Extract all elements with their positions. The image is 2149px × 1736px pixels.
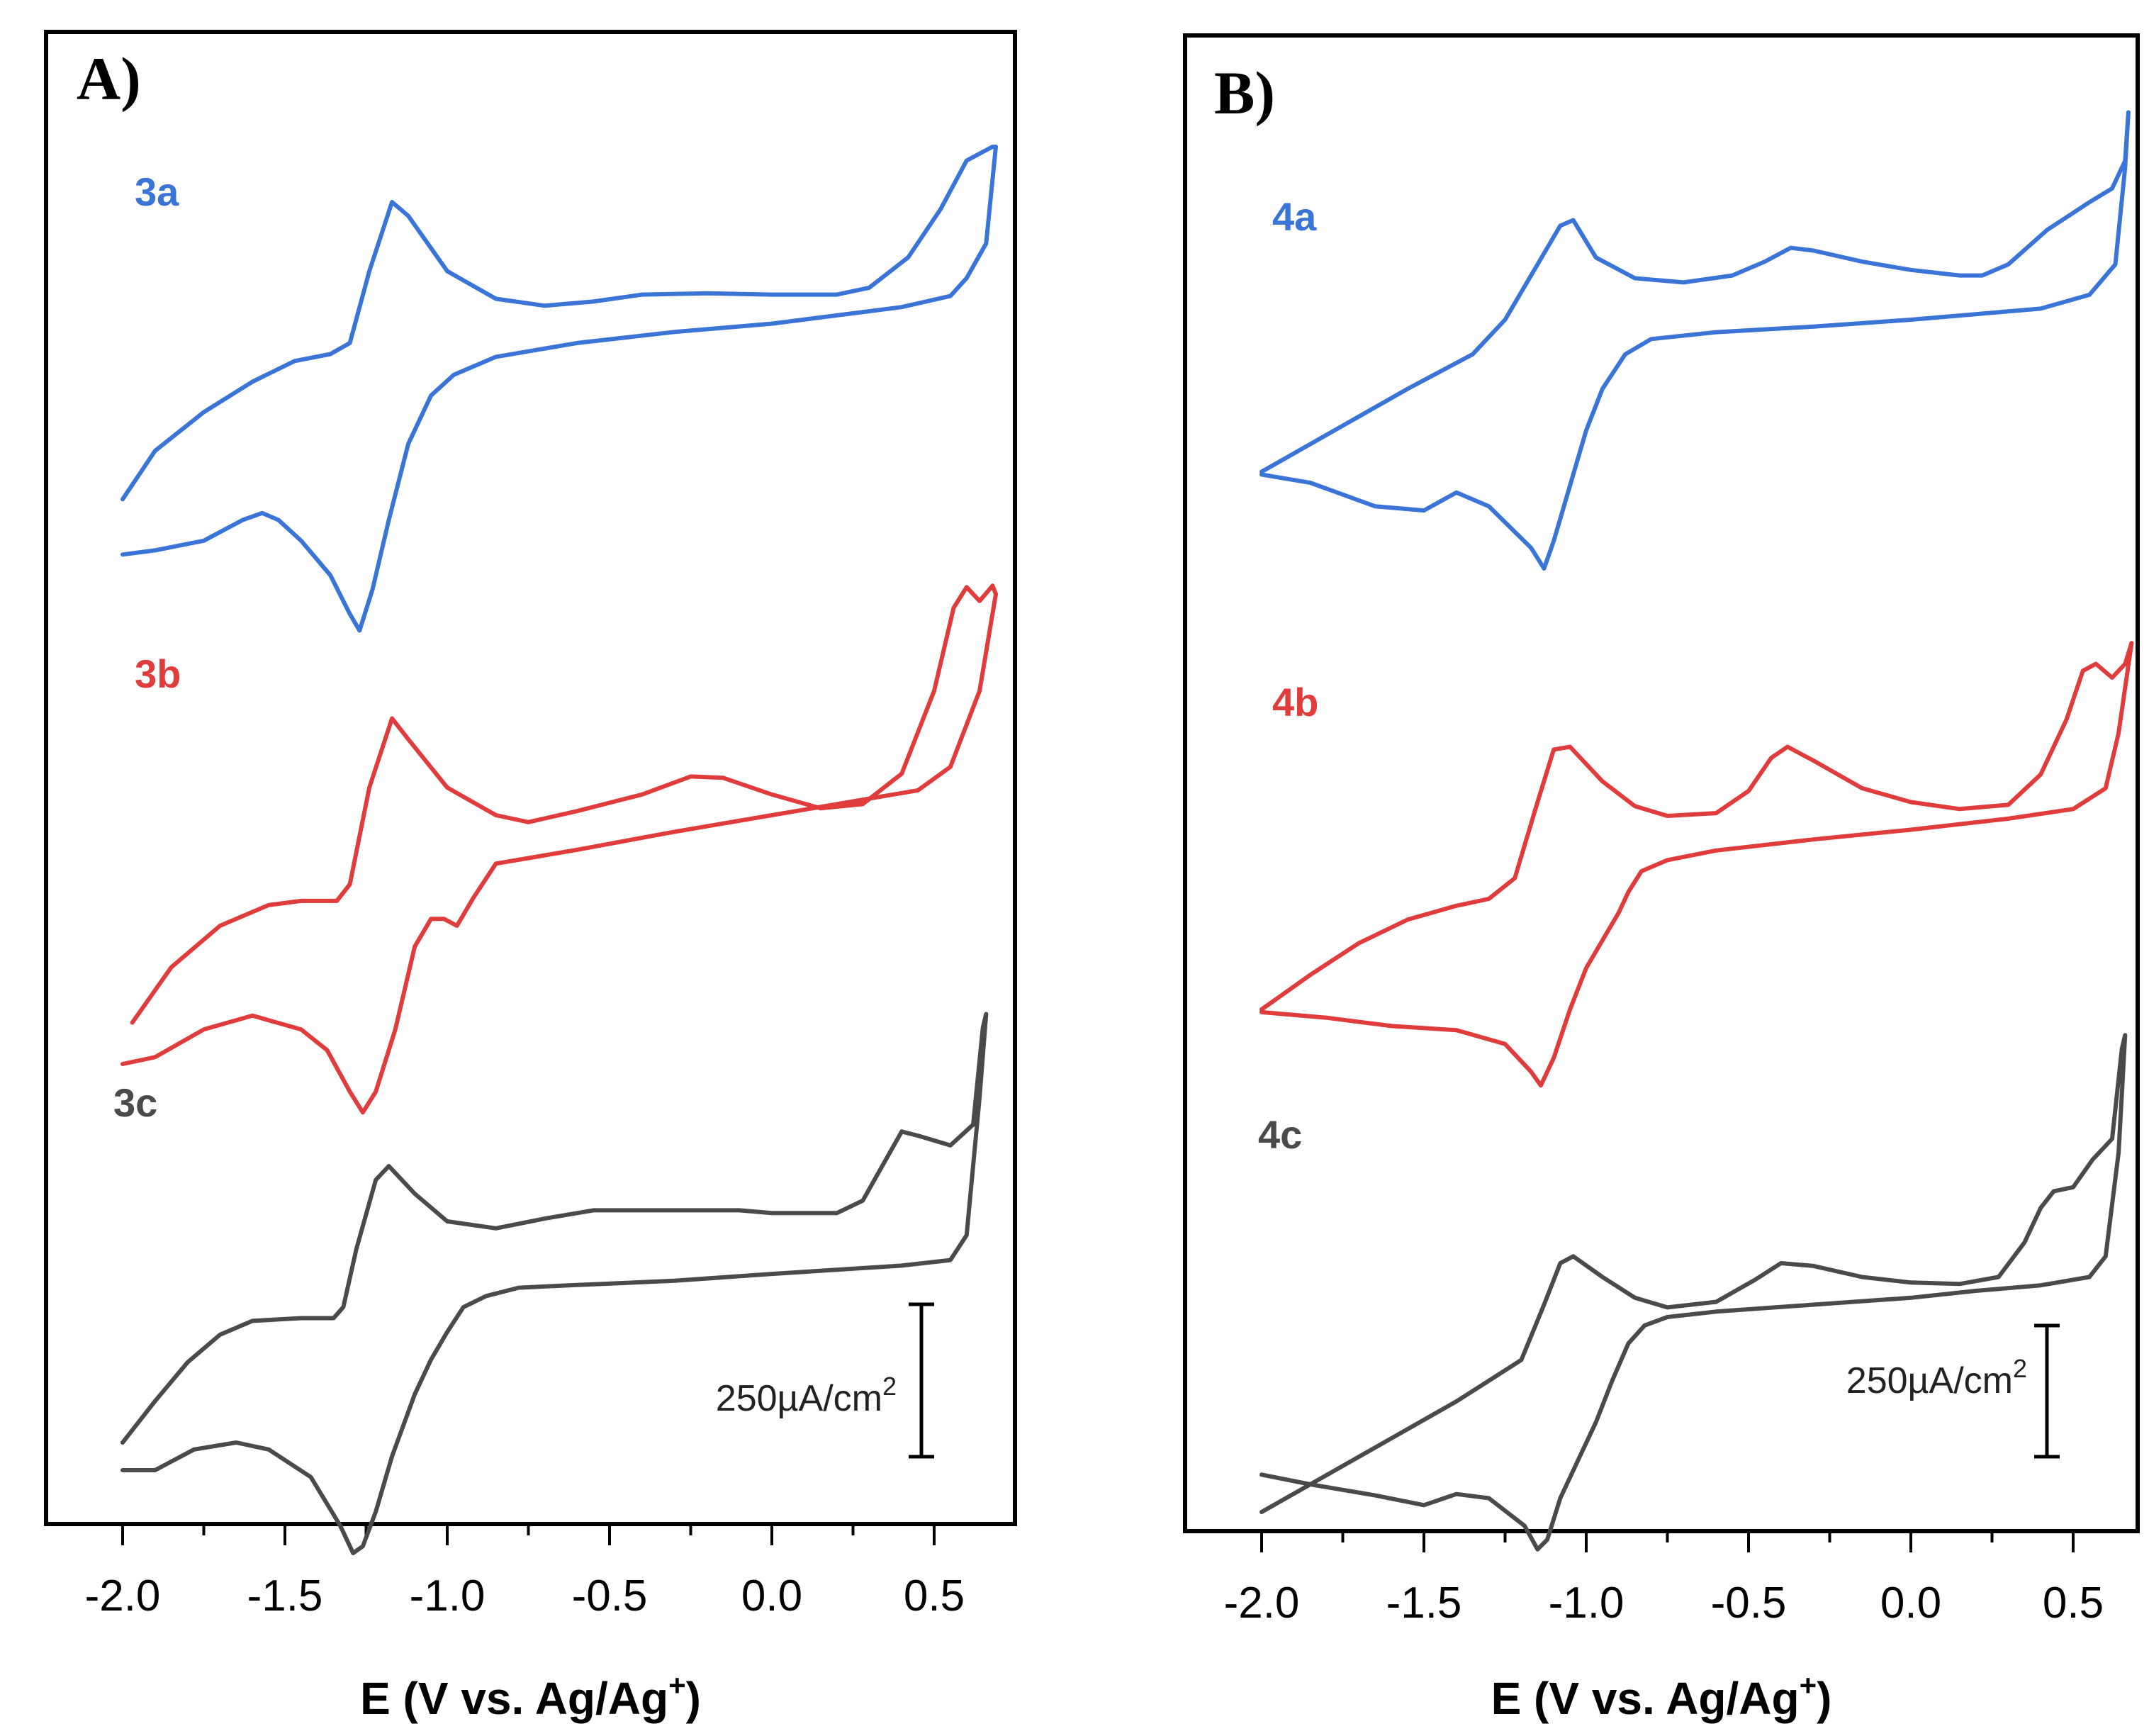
series-line-4a: [1259, 110, 2131, 571]
x-axis-title-sup: +: [668, 1669, 686, 1702]
series-label-4b: 4b: [1272, 680, 1318, 724]
series-label-4c: 4c: [1258, 1112, 1302, 1157]
panel-label: A): [77, 45, 141, 113]
x-tick-label: 0.0: [741, 1572, 802, 1620]
plot-frame: [44, 30, 1017, 1526]
x-tick-label: -0.5: [1711, 1579, 1787, 1628]
x-tick-label: -1.5: [247, 1572, 323, 1620]
x-tick-label: -2.0: [1224, 1579, 1300, 1628]
series-line-4b: [1259, 641, 2134, 1088]
x-tick-label: -1.0: [1549, 1579, 1625, 1628]
plot-frame: [1183, 33, 2140, 1533]
scale-bar-label: 250µA/cm2: [716, 1372, 897, 1419]
series-line-4c: [1259, 1033, 2128, 1552]
scale-bar-label-sup: 2: [2013, 1354, 2027, 1383]
scale-bar-label-main: 250µA/cm: [716, 1378, 882, 1419]
x-tick-label: -2.0: [85, 1572, 161, 1620]
scale-bar-label-sup: 2: [882, 1372, 897, 1401]
x-axis-title-main: E (V vs. Ag/Ag: [1491, 1673, 1800, 1724]
scale-bar-label: 250µA/cm2: [1846, 1354, 2027, 1401]
x-axis-title: E (V vs. Ag/Ag+): [360, 1669, 701, 1724]
series-label-4a: 4a: [1272, 194, 1317, 239]
series-line-3c: [120, 1012, 989, 1555]
x-axis-title-main: E (V vs. Ag/Ag: [360, 1673, 668, 1724]
x-tick-label: 0.0: [1880, 1579, 1941, 1628]
x-tick-label: 0.5: [2043, 1579, 2104, 1628]
x-tick-label: -0.5: [572, 1572, 648, 1620]
chart-panel-b: -2.0 -1.5 -1.0 -0.5 0.0 0.5 E (V vs. Ag/Ag+) B)…: [1183, 33, 2140, 1724]
x-axis-title-tail: ): [686, 1673, 701, 1724]
series-line-3a: [120, 145, 998, 633]
series-label-3b: 3b: [135, 651, 181, 696]
series-label-3a: 3a: [135, 169, 179, 214]
x-tick-label: -1.5: [1386, 1579, 1462, 1628]
panel-label: B): [1214, 59, 1275, 127]
x-axis-title: E (V vs. Ag/Ag+): [1491, 1669, 1832, 1724]
x-axis-title-sup: +: [1800, 1669, 1817, 1702]
x-axis-title-tail: ): [1817, 1673, 1831, 1724]
chart-panel-a: -2.0 -1.5 -1.0 -0.5 0.0 0.5 E (V vs. Ag/Ag+) A)…: [44, 30, 1017, 1724]
x-tick-label: -1.0: [410, 1572, 486, 1620]
series-line-3b: [120, 583, 998, 1115]
x-tick-label: 0.5: [904, 1572, 965, 1620]
series-label-3c: 3c: [113, 1080, 157, 1125]
scale-bar-label-main: 250µA/cm: [1846, 1360, 2013, 1401]
